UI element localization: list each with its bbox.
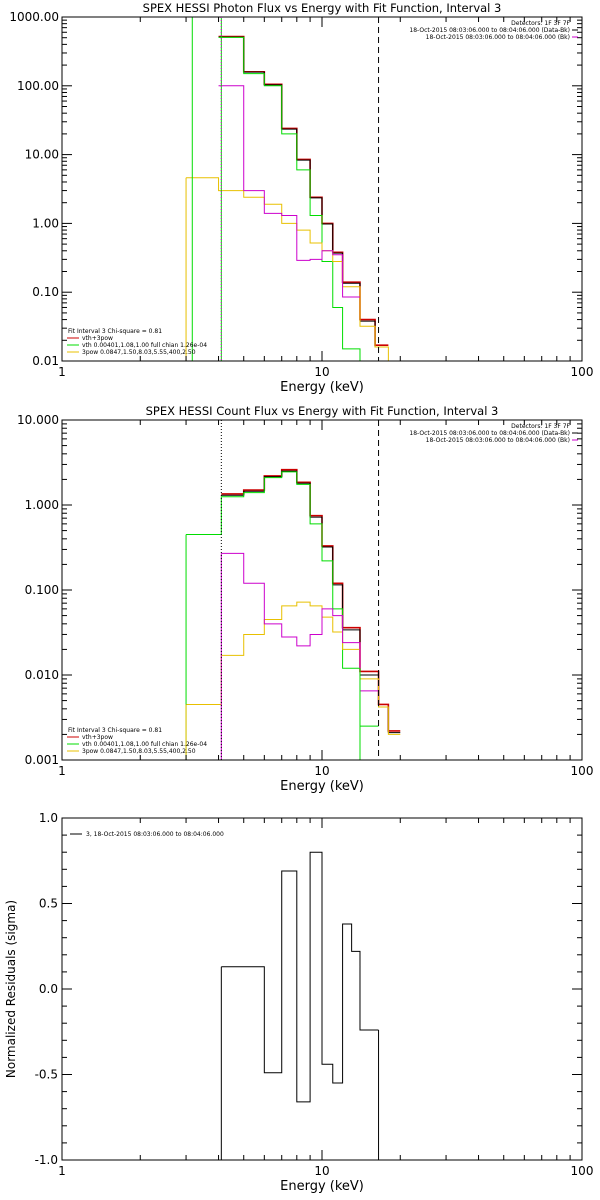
plot-area bbox=[220, 851, 380, 1160]
x-axis-label: Energy (keV) bbox=[280, 1179, 364, 1194]
y-tick-label: 1000.00 bbox=[9, 10, 59, 24]
header-line-3: 18-Oct-2015 08:03:06.000 to 08:04:06.000… bbox=[426, 437, 570, 444]
axes-frame bbox=[61, 16, 583, 362]
series-line-1 bbox=[221, 468, 401, 732]
axes-frame bbox=[61, 419, 583, 761]
x-tick-label: 10 bbox=[314, 1164, 329, 1178]
chart-panel-3: 1 10 100 Energy (keV) -1.0 -0.5 0.0 0.5 1.0 Norma… bbox=[4, 811, 594, 1194]
x-tick-label: 10 bbox=[314, 365, 329, 379]
series-line-5 bbox=[221, 552, 379, 692]
x-tick-label: 1 bbox=[58, 764, 66, 778]
chart-panel-2: SPEX HESSI Count Flux vs Energy with Fit… bbox=[17, 404, 593, 794]
y-tick-label: 0.100 bbox=[25, 583, 59, 597]
x-tick-label: 1 bbox=[58, 365, 66, 379]
chart-title: SPEX HESSI Count Flux vs Energy with Fit… bbox=[146, 404, 499, 418]
fit-label: Fit Interval 3 Chi-square = 0.81 bbox=[68, 727, 162, 734]
plot-area bbox=[185, 17, 389, 361]
legend-entry-2: vth 0.00401,1.08,1.00 full chian 1.26e-0… bbox=[82, 741, 207, 748]
legend-entry-1: 3, 18-Oct-2015 08:03:06.000 to 08:04:06.… bbox=[86, 831, 224, 838]
series-line-3 bbox=[218, 36, 361, 361]
legend-entry-1: vth+3pow bbox=[82, 335, 113, 342]
legend-entry-2: vth 0.00401,1.08,1.00 full chian 1.26e-0… bbox=[82, 342, 207, 349]
x-axis-label: Energy (keV) bbox=[280, 779, 364, 794]
series-line-4 bbox=[186, 601, 401, 735]
header-line-3: 18-Oct-2015 08:03:06.000 to 08:04:06.000… bbox=[426, 34, 570, 41]
y-axis-label: Normalized Residuals (sigma) bbox=[4, 900, 18, 1078]
series-line-4 bbox=[186, 177, 389, 361]
x-tick-label: 100 bbox=[571, 1164, 594, 1178]
y-tick-label: 0.0 bbox=[39, 982, 58, 996]
header-line-2: 18-Oct-2015 08:03:06.000 to 08:04:06.000… bbox=[409, 430, 570, 437]
header-line-1: Detectors: 1F 3F 7F bbox=[511, 20, 570, 27]
y-tick-label: 10.00 bbox=[25, 148, 59, 162]
x-tick-label: 100 bbox=[571, 365, 594, 379]
x-axis-label: Energy (keV) bbox=[280, 380, 364, 395]
y-tick-label: 1.000 bbox=[25, 498, 59, 512]
chart-title: SPEX HESSI Photon Flux vs Energy with Fi… bbox=[143, 1, 502, 15]
series-line-3 bbox=[186, 471, 379, 727]
y-tick-label: 1.0 bbox=[39, 811, 58, 825]
series-line-1 bbox=[221, 851, 379, 1103]
y-tick-label: 0.001 bbox=[25, 753, 59, 767]
chart-panel-1: SPEX HESSI Photon Flux vs Energy with Fi… bbox=[9, 1, 594, 395]
y-tick-label: 0.010 bbox=[25, 668, 59, 682]
y-tick-label: 100.00 bbox=[17, 79, 59, 93]
y-tick-label: 0.5 bbox=[39, 897, 58, 911]
y-tick-label: -1.0 bbox=[35, 1153, 58, 1167]
y-tick-label: 0.01 bbox=[32, 354, 59, 368]
legend-entry-3: 3pow 0.0847,1.50,8.03,5.55,400,2.50 bbox=[82, 748, 196, 755]
y-tick-label: 10.000 bbox=[17, 413, 59, 427]
y-tick-label: 1.00 bbox=[32, 216, 59, 230]
fit-label: Fit Interval 3 Chi-square = 0.81 bbox=[68, 328, 162, 335]
series-line-5 bbox=[218, 85, 360, 298]
header-line-1: Detectors: 1F 3F 7F bbox=[511, 423, 570, 430]
y-tick-label: -0.5 bbox=[35, 1068, 58, 1082]
legend-entry-3: 3pow 0.0847,1.50,8.03,5.55,400,2.50 bbox=[82, 349, 196, 356]
header-line-2: 18-Oct-2015 08:03:06.000 to 08:04:06.000… bbox=[409, 27, 570, 34]
legend-entry-1: vth+3pow bbox=[82, 734, 113, 741]
y-tick-label: 0.10 bbox=[32, 285, 59, 299]
x-tick-label: 10 bbox=[314, 764, 329, 778]
x-tick-label: 100 bbox=[571, 764, 594, 778]
plot-area bbox=[185, 468, 401, 760]
x-tick-label: 1 bbox=[58, 1164, 66, 1178]
